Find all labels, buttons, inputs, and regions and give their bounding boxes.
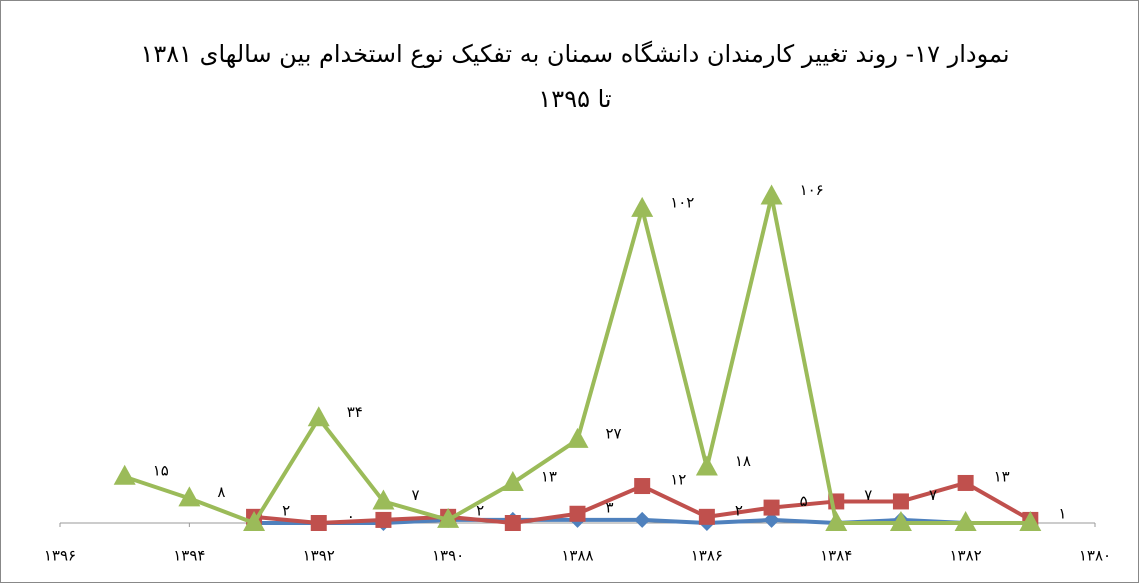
data-label: ۸ (217, 483, 225, 501)
marker (825, 511, 848, 531)
x-tick-label: ۱۳۹۴ (173, 547, 205, 565)
data-label: ۲۷ (606, 424, 622, 442)
data-label: ۱۰۲ (670, 193, 694, 211)
marker (1019, 511, 1042, 531)
marker (892, 493, 909, 510)
data-label: ۱۰۶ (800, 181, 824, 199)
data-label: ۲ (282, 501, 290, 519)
x-tick-label: ۱۳۸۶ (691, 547, 723, 565)
marker (631, 196, 654, 217)
marker (569, 505, 586, 522)
data-label: ۳ (606, 498, 614, 516)
data-label: ۱۳ (541, 467, 557, 485)
marker (957, 474, 974, 491)
marker (760, 184, 783, 205)
marker (566, 427, 589, 448)
marker (437, 507, 460, 528)
marker (889, 511, 912, 531)
marker (763, 511, 780, 528)
marker (307, 406, 330, 427)
marker (954, 511, 977, 531)
data-label: ۱۸ (735, 452, 751, 470)
x-tick-label: ۱۳۸۰ (1079, 547, 1111, 565)
marker (310, 515, 327, 531)
marker (501, 470, 524, 491)
marker (504, 515, 521, 531)
chart-title: نمودار ۱۷- روند تغییر کارمندان دانشگاه س… (140, 40, 1009, 68)
marker (375, 511, 392, 528)
data-label: ۱۵ (153, 461, 169, 479)
x-tick-label: ۱۳۸۸ (561, 547, 593, 565)
data-label: ۷ (864, 486, 872, 504)
marker (178, 486, 201, 507)
marker (763, 499, 780, 516)
data-label: ۷ (411, 486, 419, 504)
data-label: ۱۲ (670, 471, 686, 489)
marker (634, 511, 651, 528)
data-label: ۰ (347, 508, 355, 526)
marker (695, 455, 718, 476)
data-label: ۱ (1058, 504, 1066, 522)
x-tick-label: ۱۳۹۶ (44, 547, 76, 565)
chart-title: تا ۱۳۹۵ (538, 85, 611, 113)
data-label: ۲ (476, 501, 484, 519)
data-label: ۱۳ (994, 467, 1010, 485)
marker (113, 464, 136, 485)
marker (698, 508, 715, 525)
x-tick-label: ۱۳۸۲ (950, 547, 982, 565)
marker (634, 478, 651, 495)
data-label: ۲ (735, 501, 743, 519)
x-tick-label: ۱۳۹۰ (432, 547, 464, 565)
data-label: ۷ (929, 486, 937, 504)
data-label: ۳۴ (347, 403, 363, 421)
data-label: ۵ (800, 492, 808, 510)
x-tick-label: ۱۳۹۲ (303, 547, 335, 565)
x-tick-label: ۱۳۸۴ (820, 547, 852, 565)
marker (372, 489, 395, 510)
marker (243, 511, 266, 531)
